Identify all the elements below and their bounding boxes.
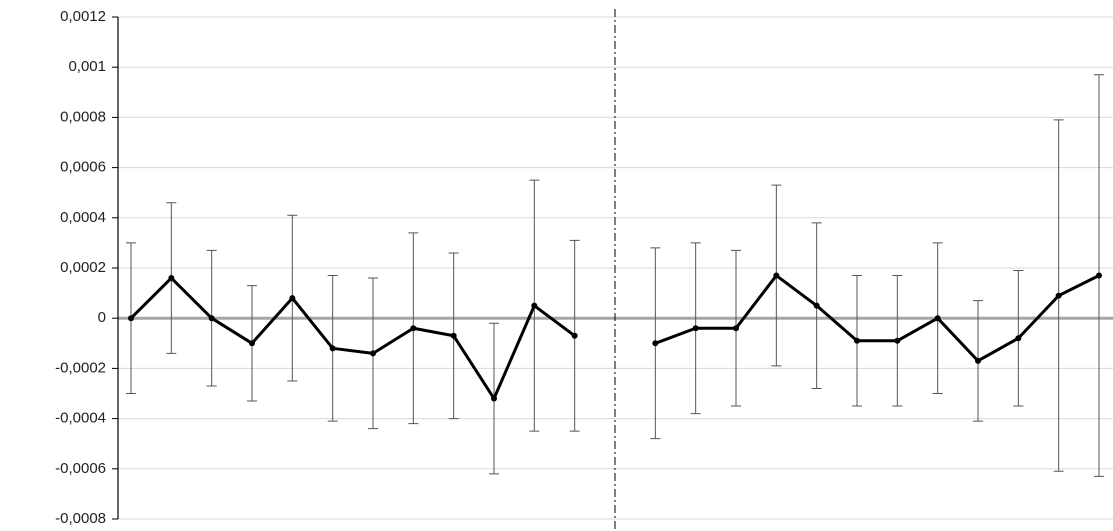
data-point bbox=[370, 350, 376, 357]
y-tick-label: -0,0002 bbox=[55, 359, 106, 376]
data-point bbox=[773, 272, 780, 279]
data-point bbox=[168, 275, 175, 282]
data-point bbox=[975, 357, 981, 364]
data-point bbox=[1055, 292, 1062, 299]
data-point bbox=[410, 325, 417, 332]
data-line bbox=[129, 274, 1100, 401]
y-tick-label: 0,0002 bbox=[60, 259, 106, 276]
data-point bbox=[854, 337, 860, 344]
data-point bbox=[571, 332, 578, 339]
data-point bbox=[1015, 335, 1022, 342]
y-tick-label: 0,0008 bbox=[60, 108, 106, 125]
data-point bbox=[692, 325, 699, 332]
data-point bbox=[531, 302, 538, 309]
data-point bbox=[329, 345, 336, 352]
y-tick-label: 0,0012 bbox=[60, 8, 106, 25]
data-point bbox=[934, 315, 941, 322]
data-point bbox=[289, 295, 296, 302]
y-tick-label: 0,0004 bbox=[60, 209, 106, 226]
y-tick-label: 0 bbox=[98, 309, 106, 326]
data-point bbox=[450, 332, 457, 339]
data-point bbox=[894, 337, 901, 344]
data-point bbox=[491, 395, 497, 402]
data-point bbox=[249, 340, 255, 347]
data-point bbox=[813, 302, 820, 309]
y-tick-label: 0,0006 bbox=[60, 159, 106, 176]
y-tick-label: -0,0006 bbox=[55, 460, 106, 477]
y-tick-label: -0,0008 bbox=[55, 510, 106, 527]
y-tick-label: 0,001 bbox=[68, 58, 106, 75]
data-point bbox=[1096, 272, 1102, 279]
data-point bbox=[652, 340, 659, 347]
y-tick-label: -0,0004 bbox=[55, 410, 106, 427]
data-point bbox=[128, 315, 134, 322]
data-point bbox=[208, 315, 215, 322]
data-point bbox=[733, 325, 739, 332]
